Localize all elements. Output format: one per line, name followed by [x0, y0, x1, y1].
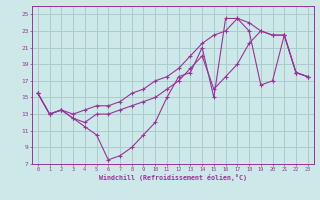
X-axis label: Windchill (Refroidissement éolien,°C): Windchill (Refroidissement éolien,°C): [99, 174, 247, 181]
